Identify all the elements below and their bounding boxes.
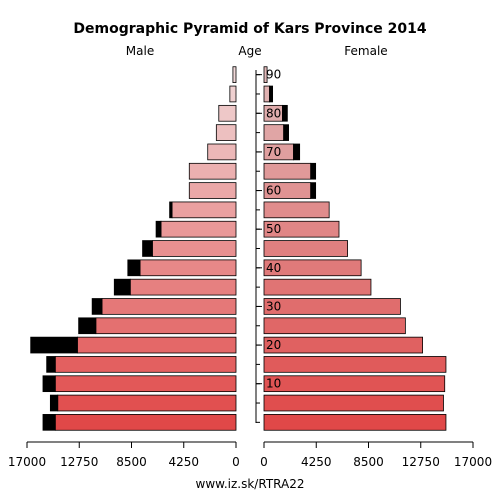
female-x-tick-label: 17000 xyxy=(454,455,492,469)
male-bar-50-54 xyxy=(160,220,237,238)
female-bar-90+ xyxy=(263,66,268,83)
male-bar-40-44 xyxy=(139,259,237,277)
age-tick-label: 60 xyxy=(266,184,281,198)
female-bar-25-29 xyxy=(263,317,406,335)
age-tick-label: 10 xyxy=(266,377,281,391)
male-bar-15-19 xyxy=(54,356,237,373)
female-bars xyxy=(263,66,447,431)
male-bar-35-39 xyxy=(129,278,237,296)
male-excess-bar-30-34 xyxy=(91,298,103,315)
male-bar-55-59 xyxy=(171,201,237,219)
male-excess-bar-15-19 xyxy=(46,356,56,373)
male-header: Male xyxy=(126,44,154,58)
age-tick-label: 20 xyxy=(266,338,281,352)
female-excess-bar-80-84 xyxy=(282,104,288,122)
male-bar-10-14 xyxy=(54,375,237,393)
female-bar-85-89 xyxy=(263,85,270,103)
female-bar-55-59 xyxy=(263,201,330,219)
male-bar-65-69 xyxy=(188,162,237,180)
female-excess-bar-65-69 xyxy=(310,162,317,180)
male-bar-90+ xyxy=(232,66,237,83)
male-excess-bar-55-59 xyxy=(169,201,173,219)
source-caption: www.iz.sk/RTRA22 xyxy=(196,477,305,491)
male-x-tick-label: 4250 xyxy=(168,455,199,469)
age-tick-label: 80 xyxy=(266,106,281,120)
axes xyxy=(26,70,474,448)
female-bar-45-49 xyxy=(263,240,348,257)
female-excess-bar-70-74 xyxy=(293,143,301,161)
male-bar-5-9 xyxy=(57,394,237,412)
age-tick-label: 30 xyxy=(266,299,281,313)
male-bar-25-29 xyxy=(95,317,237,335)
female-bar-40-44 xyxy=(263,259,362,277)
female-bar-65-69 xyxy=(263,162,312,180)
female-excess-bar-85-89 xyxy=(269,85,274,103)
female-bar-0-4 xyxy=(263,414,447,431)
male-excess-bar-40-44 xyxy=(127,259,141,277)
tick-labels: 17000 12750 8500 4250 0 0 4250 8500 12750 17000 90… xyxy=(8,68,492,469)
male-bar-75-79 xyxy=(215,124,237,141)
female-x-tick-label: 8500 xyxy=(353,455,384,469)
male-excess-bar-20-24 xyxy=(30,336,78,354)
female-x-tick-label: 4250 xyxy=(301,455,332,469)
female-bar-35-39 xyxy=(263,278,372,296)
male-bar-60-64 xyxy=(188,182,237,199)
male-bar-0-4 xyxy=(54,414,237,431)
age-tick-label: 40 xyxy=(266,261,281,275)
male-excess-bar-35-39 xyxy=(113,278,131,296)
male-x-tick-label: 12750 xyxy=(60,455,98,469)
male-bar-70-74 xyxy=(207,143,237,161)
female-bar-10-14 xyxy=(263,375,446,393)
female-x-tick-label: 0 xyxy=(260,455,268,469)
male-x-tick-label: 17000 xyxy=(8,455,46,469)
male-excess-bar-50-54 xyxy=(155,220,162,238)
female-bar-30-34 xyxy=(263,298,401,315)
age-tick-label: 50 xyxy=(266,222,281,236)
female-bar-75-79 xyxy=(263,124,285,141)
age-header: Age xyxy=(238,44,261,58)
male-bar-85-89 xyxy=(229,85,237,103)
female-bar-50-54 xyxy=(263,220,340,238)
male-bar-20-24 xyxy=(77,336,237,354)
male-excess-bar-25-29 xyxy=(78,317,97,335)
female-bar-5-9 xyxy=(263,394,444,412)
male-x-tick-label: 8500 xyxy=(116,455,147,469)
age-tick-label: 90 xyxy=(266,68,281,82)
male-bars xyxy=(30,66,237,431)
chart-title: Demographic Pyramid of Kars Province 201… xyxy=(73,21,426,37)
female-x-tick-label: 12750 xyxy=(402,455,440,469)
male-excess-bar-0-4 xyxy=(42,414,56,431)
age-tick-label: 70 xyxy=(266,145,281,159)
female-excess-bar-60-64 xyxy=(310,182,317,199)
male-excess-bar-45-49 xyxy=(142,240,153,257)
male-bar-80-84 xyxy=(218,104,237,122)
female-bar-15-19 xyxy=(263,356,447,373)
male-excess-bar-10-14 xyxy=(42,375,56,393)
female-header: Female xyxy=(344,44,387,58)
female-excess-bar-75-79 xyxy=(283,124,289,141)
female-bar-20-24 xyxy=(263,336,423,354)
male-x-tick-label: 0 xyxy=(232,455,240,469)
male-bar-30-34 xyxy=(101,298,237,315)
male-excess-bar-5-9 xyxy=(49,394,59,412)
male-bar-45-49 xyxy=(151,240,237,257)
